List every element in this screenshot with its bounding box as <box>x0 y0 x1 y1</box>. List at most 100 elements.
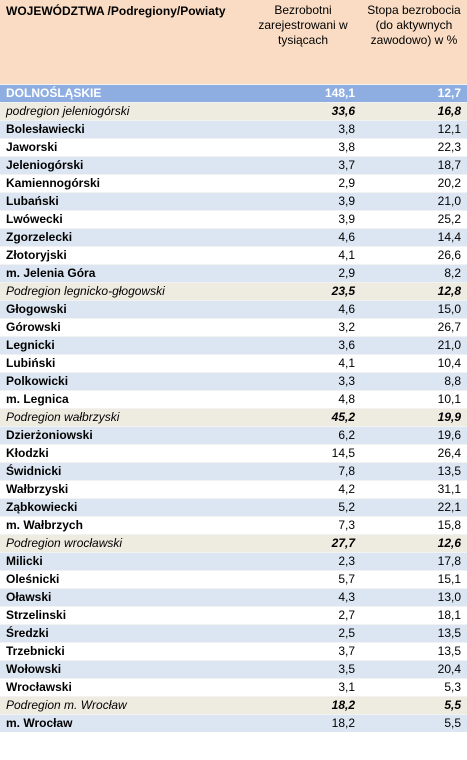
registered-unemployed-cell: 27,7 <box>245 534 361 553</box>
registered-unemployed-cell: 3,3 <box>245 372 361 391</box>
unemployment-rate-cell: 18,1 <box>361 606 467 625</box>
registered-unemployed-cell: 4,1 <box>245 354 361 373</box>
unemployment-rate-cell: 10,4 <box>361 354 467 373</box>
unemployment-rate-cell: 10,1 <box>361 390 467 409</box>
region-name-cell: Zgorzelecki <box>0 228 245 247</box>
table-body: DOLNOŚLĄSKIE 148,1 12,7 podregion jeleniogó… <box>0 84 467 732</box>
region-name-cell: Podregion legnicko-głogowski <box>0 282 245 301</box>
region-name-cell: Bolesławiecki <box>0 120 245 139</box>
region-name-cell: Jaworski <box>0 138 245 157</box>
county-row: Wałbrzyski 4,2 31,1 <box>0 480 467 499</box>
header-unemployment-rate: Stopa bezrobocia (do aktywnych zawodowo)… <box>361 0 467 85</box>
registered-unemployed-cell: 4,3 <box>245 588 361 607</box>
region-name-cell: Lubański <box>0 192 245 211</box>
unemployment-rate-cell: 5,5 <box>361 696 467 715</box>
region-name-cell: Wrocławski <box>0 678 245 697</box>
unemployment-rate-cell: 15,0 <box>361 300 467 319</box>
region-name-cell: DOLNOŚLĄSKIE <box>0 84 245 103</box>
registered-unemployed-cell: 3,7 <box>245 156 361 175</box>
registered-unemployed-cell: 148,1 <box>245 84 361 103</box>
unemployment-rate-cell: 20,2 <box>361 174 467 193</box>
county-row: Świdnicki 7,8 13,5 <box>0 462 467 481</box>
county-row: Lubiński 4,1 10,4 <box>0 354 467 373</box>
unemployment-rate-cell: 18,7 <box>361 156 467 175</box>
unemployment-rate-cell: 13,5 <box>361 624 467 643</box>
region-name-cell: Podregion wrocławski <box>0 534 245 553</box>
county-row: Kłodzki 14,5 26,4 <box>0 444 467 463</box>
county-row: m. Wałbrzych 7,3 15,8 <box>0 516 467 535</box>
registered-unemployed-cell: 3,1 <box>245 678 361 697</box>
unemployment-rate-cell: 31,1 <box>361 480 467 499</box>
header-region: WOJEWÓDZTWA /Podregiony/Powiaty <box>0 0 245 85</box>
region-name-cell: Górowski <box>0 318 245 337</box>
county-row: Średzki 2,5 13,5 <box>0 624 467 643</box>
county-row: Ząbkowiecki 5,2 22,1 <box>0 498 467 517</box>
registered-unemployed-cell: 2,3 <box>245 552 361 571</box>
region-name-cell: m. Jelenia Góra <box>0 264 245 283</box>
county-row: Bolesławiecki 3,8 12,1 <box>0 120 467 139</box>
registered-unemployed-cell: 3,8 <box>245 138 361 157</box>
registered-unemployed-cell: 3,2 <box>245 318 361 337</box>
county-row: Oławski 4,3 13,0 <box>0 588 467 607</box>
registered-unemployed-cell: 45,2 <box>245 408 361 427</box>
registered-unemployed-cell: 6,2 <box>245 426 361 445</box>
unemployment-rate-cell: 16,8 <box>361 102 467 121</box>
registered-unemployed-cell: 4,8 <box>245 390 361 409</box>
unemployment-rate-cell: 8,2 <box>361 264 467 283</box>
region-name-cell: m. Wałbrzych <box>0 516 245 535</box>
region-name-cell: Kamiennogórski <box>0 174 245 193</box>
county-row: Jaworski 3,8 22,3 <box>0 138 467 157</box>
unemployment-rate-cell: 19,6 <box>361 426 467 445</box>
region-name-cell: Trzebnicki <box>0 642 245 661</box>
unemployment-rate-cell: 12,7 <box>361 84 467 103</box>
registered-unemployed-cell: 2,5 <box>245 624 361 643</box>
header-registered-unemployed: Bezrobotni zarejestrowani w tysiącach <box>245 0 361 85</box>
region-name-cell: podregion jeleniogórski <box>0 102 245 121</box>
unemployment-rate-cell: 20,4 <box>361 660 467 679</box>
region-name-cell: Podregion wałbrzyski <box>0 408 245 427</box>
unemployment-rate-cell: 13,0 <box>361 588 467 607</box>
county-row: Jeleniogórski 3,7 18,7 <box>0 156 467 175</box>
registered-unemployed-cell: 3,5 <box>245 660 361 679</box>
subregion-row: Podregion wrocławski 27,7 12,6 <box>0 534 467 553</box>
county-row: Wrocławski 3,1 5,3 <box>0 678 467 697</box>
region-name-cell: Legnicki <box>0 336 245 355</box>
unemployment-rate-cell: 5,5 <box>361 714 467 732</box>
county-row: Lubański 3,9 21,0 <box>0 192 467 211</box>
region-name-cell: Oławski <box>0 588 245 607</box>
registered-unemployed-cell: 4,1 <box>245 246 361 265</box>
unemployment-rate-cell: 15,8 <box>361 516 467 535</box>
county-row: Dzierżoniowski 6,2 19,6 <box>0 426 467 445</box>
county-row: m. Legnica 4,8 10,1 <box>0 390 467 409</box>
unemployment-rate-cell: 12,1 <box>361 120 467 139</box>
registered-unemployed-cell: 5,2 <box>245 498 361 517</box>
region-name-cell: Ząbkowiecki <box>0 498 245 517</box>
registered-unemployed-cell: 2,9 <box>245 174 361 193</box>
registered-unemployed-cell: 23,5 <box>245 282 361 301</box>
unemployment-rate-cell: 14,4 <box>361 228 467 247</box>
unemployment-rate-cell: 21,0 <box>361 336 467 355</box>
unemployment-rate-cell: 21,0 <box>361 192 467 211</box>
registered-unemployed-cell: 4,6 <box>245 228 361 247</box>
region-name-cell: Lwówecki <box>0 210 245 229</box>
header-row: WOJEWÓDZTWA /Podregiony/Powiaty Bezrobot… <box>0 0 467 85</box>
county-row: Milicki 2,3 17,8 <box>0 552 467 571</box>
subregion-row: podregion jeleniogórski 33,6 16,8 <box>0 102 467 121</box>
subregion-row: Podregion m. Wrocław 18,2 5,5 <box>0 696 467 715</box>
unemployment-rate-cell: 13,5 <box>361 642 467 661</box>
unemployment-rate-cell: 22,1 <box>361 498 467 517</box>
county-row: Górowski 3,2 26,7 <box>0 318 467 337</box>
registered-unemployed-cell: 33,6 <box>245 102 361 121</box>
registered-unemployed-cell: 2,7 <box>245 606 361 625</box>
county-row: Głogowski 4,6 15,0 <box>0 300 467 319</box>
registered-unemployed-cell: 7,3 <box>245 516 361 535</box>
unemployment-rate-cell: 26,6 <box>361 246 467 265</box>
county-row: Zgorzelecki 4,6 14,4 <box>0 228 467 247</box>
region-name-cell: Polkowicki <box>0 372 245 391</box>
voivodeship-row: DOLNOŚLĄSKIE 148,1 12,7 <box>0 84 467 103</box>
registered-unemployed-cell: 7,8 <box>245 462 361 481</box>
county-row: Złotoryjski 4,1 26,6 <box>0 246 467 265</box>
unemployment-rate-cell: 19,9 <box>361 408 467 427</box>
unemployment-rate-cell: 12,8 <box>361 282 467 301</box>
region-name-cell: Złotoryjski <box>0 246 245 265</box>
